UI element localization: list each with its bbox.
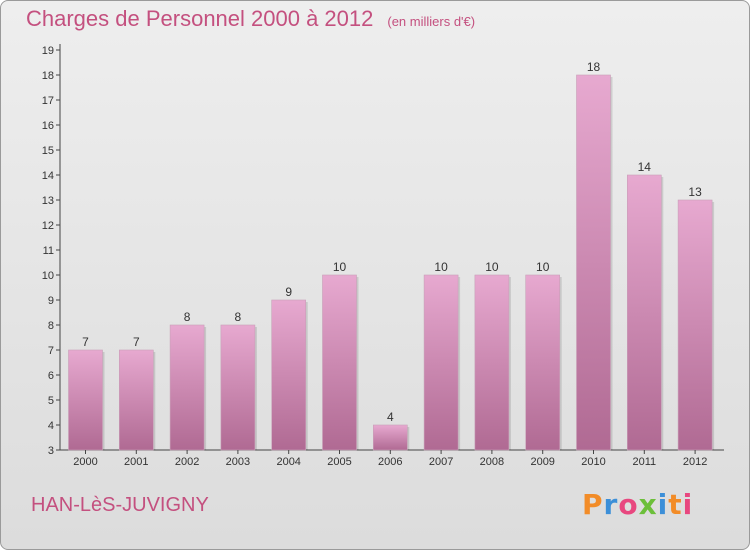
x-tick-label: 2000: [73, 456, 97, 468]
data-label: 7: [82, 335, 89, 349]
x-tick-label: 2011: [632, 456, 656, 468]
y-tick-label: 19: [42, 45, 54, 57]
y-tick-label: 12: [42, 220, 54, 232]
chart-title: Charges de Personnel 2000 à 2012 (en mill…: [26, 6, 475, 32]
bar: [626, 174, 662, 451]
data-label: 13: [688, 185, 702, 199]
bar: [220, 324, 256, 451]
x-tick-label: 2006: [378, 456, 402, 468]
data-label: 4: [387, 410, 394, 424]
y-tick-label: 15: [42, 145, 54, 157]
bar: [68, 349, 103, 451]
x-tick-label: 2010: [581, 456, 605, 468]
y-tick-label: 4: [48, 420, 54, 432]
bar: [119, 349, 154, 451]
y-tick-label: 11: [43, 245, 54, 257]
x-tick-label: 2008: [480, 456, 504, 468]
bar: [576, 74, 611, 451]
y-tick-label: 6: [48, 370, 54, 382]
data-label: 10: [333, 260, 347, 274]
chart-subtitle: (en milliers d'€): [387, 14, 476, 29]
proxiti-logo[interactable]: Proxiti: [582, 488, 693, 521]
logo-letter: P: [582, 488, 604, 521]
bar: [423, 274, 459, 451]
bar: [372, 424, 408, 451]
data-label: 8: [184, 310, 191, 324]
y-tick-label: 9: [48, 295, 54, 307]
data-label: 14: [638, 160, 652, 174]
logo-letter: t: [668, 488, 683, 521]
data-label: 10: [536, 260, 550, 274]
data-label: 8: [235, 310, 242, 324]
y-tick-label: 3: [48, 445, 54, 457]
x-tick-label: 2007: [429, 456, 453, 468]
y-tick-label: 17: [42, 95, 54, 107]
data-label: 7: [133, 335, 140, 349]
y-tick-label: 10: [42, 270, 54, 282]
bar: [271, 299, 307, 451]
x-tick-label: 2012: [683, 456, 707, 468]
commune-name: HAN-LèS-JUVIGNY: [31, 494, 209, 516]
bar: [169, 324, 205, 451]
logo-letter: i: [657, 488, 669, 521]
data-label: 10: [434, 260, 448, 274]
y-tick-label: 7: [48, 345, 54, 357]
y-tick-label: 14: [42, 170, 54, 182]
x-tick-label: 2002: [175, 456, 199, 468]
x-tick-label: 2004: [276, 456, 300, 468]
y-tick-label: 5: [48, 395, 54, 407]
data-label: 18: [587, 60, 601, 74]
x-tick-label: 2003: [226, 456, 250, 468]
bar: [525, 274, 561, 451]
logo-letter: i: [682, 488, 694, 521]
y-tick-label: 8: [48, 320, 54, 332]
y-tick-label: 18: [42, 70, 54, 82]
data-label: 10: [485, 260, 499, 274]
y-tick-label: 16: [42, 120, 54, 132]
y-tick-label: 13: [42, 195, 54, 207]
logo-letter: r: [603, 488, 619, 521]
bar: [474, 274, 510, 451]
data-label: 9: [285, 285, 292, 299]
bar: [322, 274, 357, 451]
x-tick-label: 2001: [124, 456, 148, 468]
title-text: Charges de Personnel 2000 à 2012: [26, 6, 374, 31]
x-tick-label: 2005: [327, 456, 351, 468]
x-tick-label: 2009: [530, 456, 554, 468]
logo-letter: o: [618, 488, 639, 521]
logo-letter: x: [638, 488, 658, 521]
bar: [677, 199, 713, 451]
